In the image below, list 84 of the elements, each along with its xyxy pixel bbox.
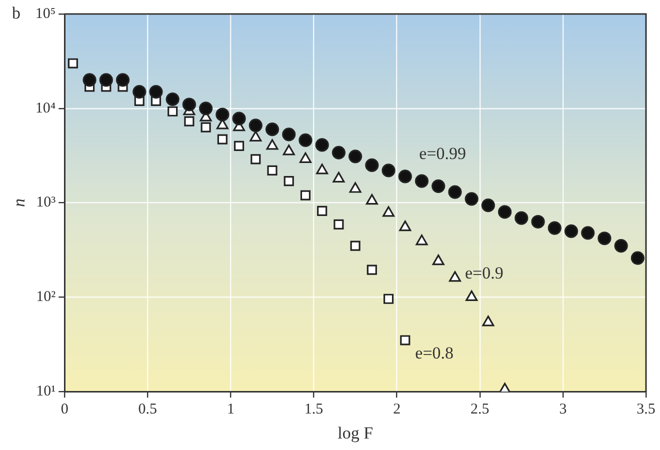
point <box>598 232 612 246</box>
x-tick-label: 0.5 <box>138 402 158 418</box>
point <box>482 316 494 326</box>
point <box>466 290 478 301</box>
point <box>217 134 228 144</box>
y-tick-label: 10⁵ <box>35 6 56 22</box>
text: b <box>12 3 20 22</box>
point <box>316 164 328 174</box>
point <box>267 165 278 176</box>
point <box>265 122 280 136</box>
point <box>200 122 211 132</box>
point <box>334 219 344 230</box>
x-tick-label: 0 <box>60 402 68 418</box>
point <box>116 73 130 87</box>
point <box>531 214 545 229</box>
x-tick-label: 3 <box>559 402 567 418</box>
point <box>382 206 395 217</box>
point <box>132 84 146 99</box>
point <box>82 73 96 87</box>
point <box>432 254 444 266</box>
point <box>199 102 213 116</box>
point <box>248 118 262 132</box>
point <box>383 294 394 304</box>
point <box>581 226 595 240</box>
point <box>282 144 295 156</box>
point <box>448 185 462 199</box>
point <box>332 146 346 160</box>
point <box>266 139 278 150</box>
point <box>614 239 628 253</box>
y-tick-label: 10² <box>36 289 56 306</box>
y-axis-title: n <box>10 198 29 208</box>
point <box>481 198 495 212</box>
point <box>184 116 194 126</box>
point <box>166 92 180 106</box>
point <box>349 182 362 193</box>
point <box>299 152 312 163</box>
point <box>365 158 379 172</box>
x-tick-label: 1.5 <box>304 402 324 418</box>
point <box>168 106 178 116</box>
point <box>432 179 446 193</box>
point <box>548 221 562 235</box>
point <box>315 138 329 152</box>
point <box>400 335 410 346</box>
point <box>298 133 312 148</box>
point <box>382 164 396 178</box>
x-tick-label: 2.5 <box>470 402 490 418</box>
x-tick-label: 2 <box>393 402 401 418</box>
y-tick-label: 10³ <box>36 194 56 211</box>
point <box>99 73 113 87</box>
point <box>514 211 528 225</box>
x-tick-label: 3.5 <box>636 402 656 418</box>
point <box>414 174 429 188</box>
y-tick-label: 10¹ <box>36 384 56 400</box>
point <box>300 190 311 200</box>
series-label: e=0.99 <box>419 144 466 163</box>
point <box>332 172 345 183</box>
point <box>348 150 362 164</box>
y-tick-label: 10⁴ <box>35 100 56 116</box>
point <box>284 176 294 186</box>
point <box>564 224 578 238</box>
point <box>366 194 378 205</box>
series-label: e=0.8 <box>415 344 454 363</box>
point <box>216 108 230 122</box>
point <box>498 205 512 219</box>
point <box>149 84 163 99</box>
point <box>317 206 328 216</box>
series-label: e=0.9 <box>464 263 504 282</box>
point <box>464 192 478 206</box>
point <box>232 112 246 126</box>
point <box>366 264 377 275</box>
point <box>250 130 262 142</box>
point <box>282 128 296 142</box>
point <box>399 220 412 232</box>
point <box>416 234 428 246</box>
x-tick-label: 1 <box>226 402 234 418</box>
point <box>234 140 244 152</box>
point <box>182 98 196 112</box>
point <box>250 154 261 164</box>
point <box>448 271 461 282</box>
point <box>350 240 360 251</box>
point <box>68 58 78 68</box>
point <box>630 251 644 265</box>
point <box>398 170 412 184</box>
x-axis-title: log F <box>338 423 374 442</box>
